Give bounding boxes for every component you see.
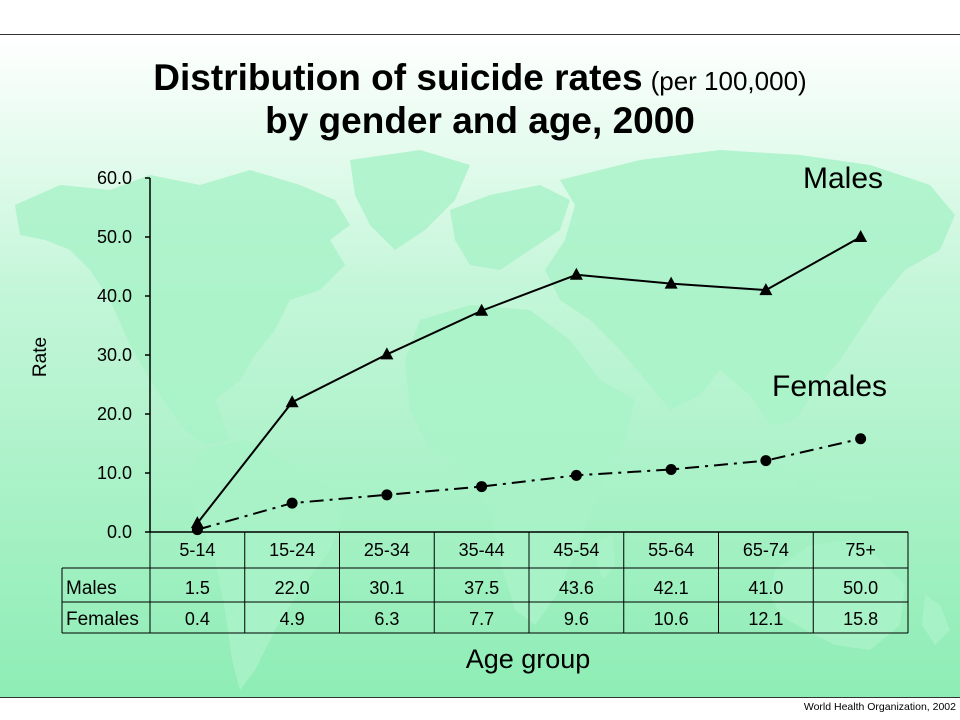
continent-greenland (350, 150, 470, 250)
table-value-cell: 1.5 (185, 578, 210, 598)
y-tick-label: 10.0 (97, 463, 132, 483)
table-value-cell: 15.8 (843, 609, 878, 629)
data-point-females (286, 497, 298, 509)
series-line-females (197, 437, 861, 531)
x-category-label: 75+ (845, 540, 876, 560)
series-label-females: Females (772, 370, 887, 403)
x-category-label: 5-14 (179, 540, 215, 560)
y-tick-label: 30.0 (97, 345, 132, 365)
table-value-cell: 37.5 (464, 578, 499, 598)
table-row-label: Females (66, 609, 139, 630)
data-table: 5-14 15-24 25-34 35-44 45-54 55-64 65-74 75+ Mal… (61, 531, 909, 634)
chart-title-line-1: Distribution of suicide rates (per 100,00… (153, 57, 806, 98)
continent-south-america (190, 440, 345, 690)
table-value-cell: 7.7 (469, 609, 494, 629)
y-tick-label: 40.0 (97, 286, 132, 306)
island-sumatra (747, 464, 783, 476)
x-category-label: 25-34 (364, 540, 410, 560)
continent-europe (450, 185, 570, 270)
series-label-males: Males (803, 162, 883, 195)
x-category-label: 45-54 (553, 540, 599, 560)
island-new-guinea (833, 488, 877, 502)
table-value-cell: 12.1 (748, 609, 783, 629)
table-value-cell: 10.6 (654, 609, 689, 629)
data-point-females (665, 463, 677, 475)
table-value-cell: 9.6 (564, 609, 589, 629)
table-value-cell: 30.1 (369, 578, 404, 598)
data-point-females (855, 433, 867, 445)
table-value-cell: 41.0 (748, 578, 783, 598)
chart-title-main: Distribution of suicide rates (153, 57, 642, 98)
data-point-females (476, 481, 488, 493)
data-point-males (475, 303, 489, 316)
chart-title-units: (per 100,000) (651, 66, 807, 96)
table-value-cell: 6.3 (374, 609, 399, 629)
data-point-males (759, 283, 773, 296)
table-value-cell: 0.4 (185, 609, 210, 629)
data-point-males (380, 347, 394, 360)
table-row-label: Males (66, 578, 117, 599)
data-point-females (760, 455, 772, 467)
data-point-males (854, 230, 868, 242)
table-value-cell: 4.9 (280, 609, 305, 629)
world-map-background (15, 150, 955, 690)
y-tick-label: 50.0 (97, 227, 132, 247)
y-tick-label: 20.0 (97, 404, 132, 424)
continent-africa (405, 305, 635, 625)
series-females (191, 433, 867, 536)
island-borneo (791, 467, 819, 489)
x-category-label: 35-44 (459, 540, 505, 560)
x-category-label: 65-74 (743, 540, 789, 560)
x-category-label: 55-64 (648, 540, 694, 560)
y-tick-label: 0.0 (107, 522, 132, 542)
chart-title-line-2: by gender and age, 2000 (265, 100, 695, 141)
series-line-males (196, 236, 862, 524)
table-value-cell: 50.0 (843, 578, 878, 598)
data-point-males (569, 267, 583, 280)
continent-asia (545, 150, 955, 425)
island-madagascar (596, 535, 615, 580)
x-axis-label: Age group (466, 644, 591, 674)
data-point-females (381, 489, 393, 501)
data-point-females (191, 524, 203, 536)
series-males (190, 230, 868, 529)
table-value-cell: 22.0 (275, 578, 310, 598)
y-tick-label: 60.0 (97, 168, 132, 188)
plot-series (190, 230, 868, 536)
footer-credit: World Health Organization, 2002 (804, 701, 956, 713)
data-point-males (664, 276, 678, 289)
data-point-males (285, 395, 299, 408)
continent-north-america (15, 170, 350, 445)
island-new-zealand (922, 595, 950, 645)
data-point-males (190, 516, 204, 529)
y-axis: 0.0 10.0 20.0 30.0 40.0 50.0 60.0 (97, 168, 151, 542)
table-value-cell: 43.6 (559, 578, 594, 598)
x-category-label: 15-24 (269, 540, 315, 560)
table-value-cell: 42.1 (654, 578, 689, 598)
y-axis-label: Rate (30, 337, 51, 377)
data-point-females (570, 469, 582, 481)
